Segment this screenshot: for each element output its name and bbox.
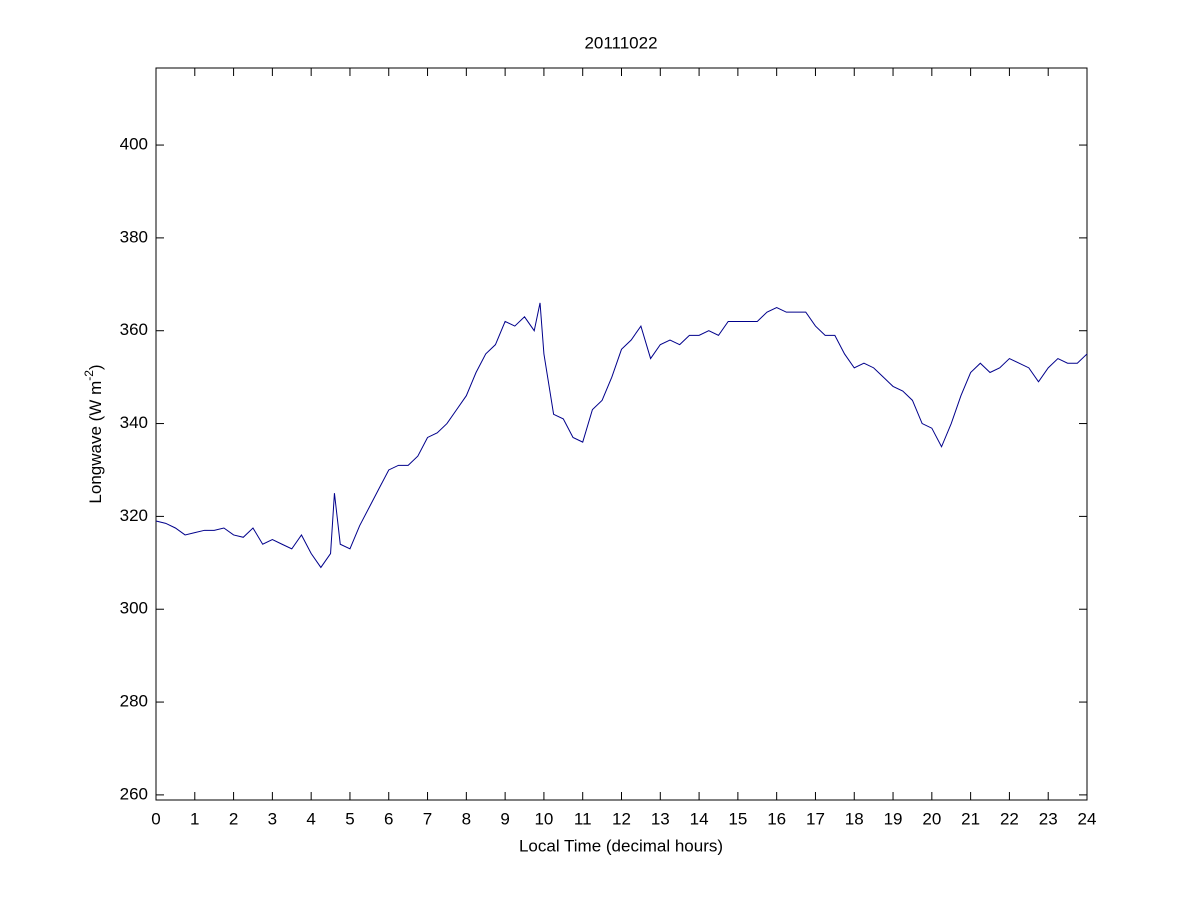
x-axis-label: Local Time (decimal hours) [519,836,723,855]
x-tick-label: 7 [423,809,432,828]
x-tick-label: 6 [384,809,393,828]
y-tick-label: 260 [120,784,148,803]
x-tick-label: 11 [574,809,592,828]
x-tick-label: 2 [229,809,238,828]
x-tick-label: 4 [306,809,315,828]
data-line [155,302,1088,569]
x-tick-label: 18 [845,809,864,828]
x-tick-label: 22 [1000,809,1019,828]
y-tick-label: 380 [120,227,148,246]
y-tick-label: 360 [120,320,148,339]
y-tick-label: 300 [120,599,148,618]
y-axis-label: Longwave (W m-2) [82,364,105,503]
y-tick-label: 400 [120,135,148,154]
x-tick-label: 24 [1078,809,1097,828]
x-tick-label: 1 [190,809,199,828]
x-tick-label: 0 [151,809,160,828]
chart-title: 20111022 [584,33,657,52]
x-tick-label: 9 [500,809,509,828]
x-tick-label: 13 [651,809,670,828]
y-tick-label: 340 [120,413,148,432]
x-tick-label: 20 [922,809,941,828]
y-tick-label: 320 [120,506,148,525]
x-tick-label: 19 [884,809,903,828]
x-tick-label: 23 [1039,809,1058,828]
x-tick-label: 3 [268,809,277,828]
x-tick-label: 21 [961,809,980,828]
x-tick-label: 10 [534,809,553,828]
x-tick-label: 8 [462,809,471,828]
x-tick-label: 17 [806,809,825,828]
x-tick-label: 15 [728,809,747,828]
y-tick-label: 280 [120,692,148,711]
x-tick-label: 5 [345,809,354,828]
x-tick-label: 14 [690,809,709,828]
x-tick-label: 12 [612,809,631,828]
x-tick-label: 16 [767,809,786,828]
